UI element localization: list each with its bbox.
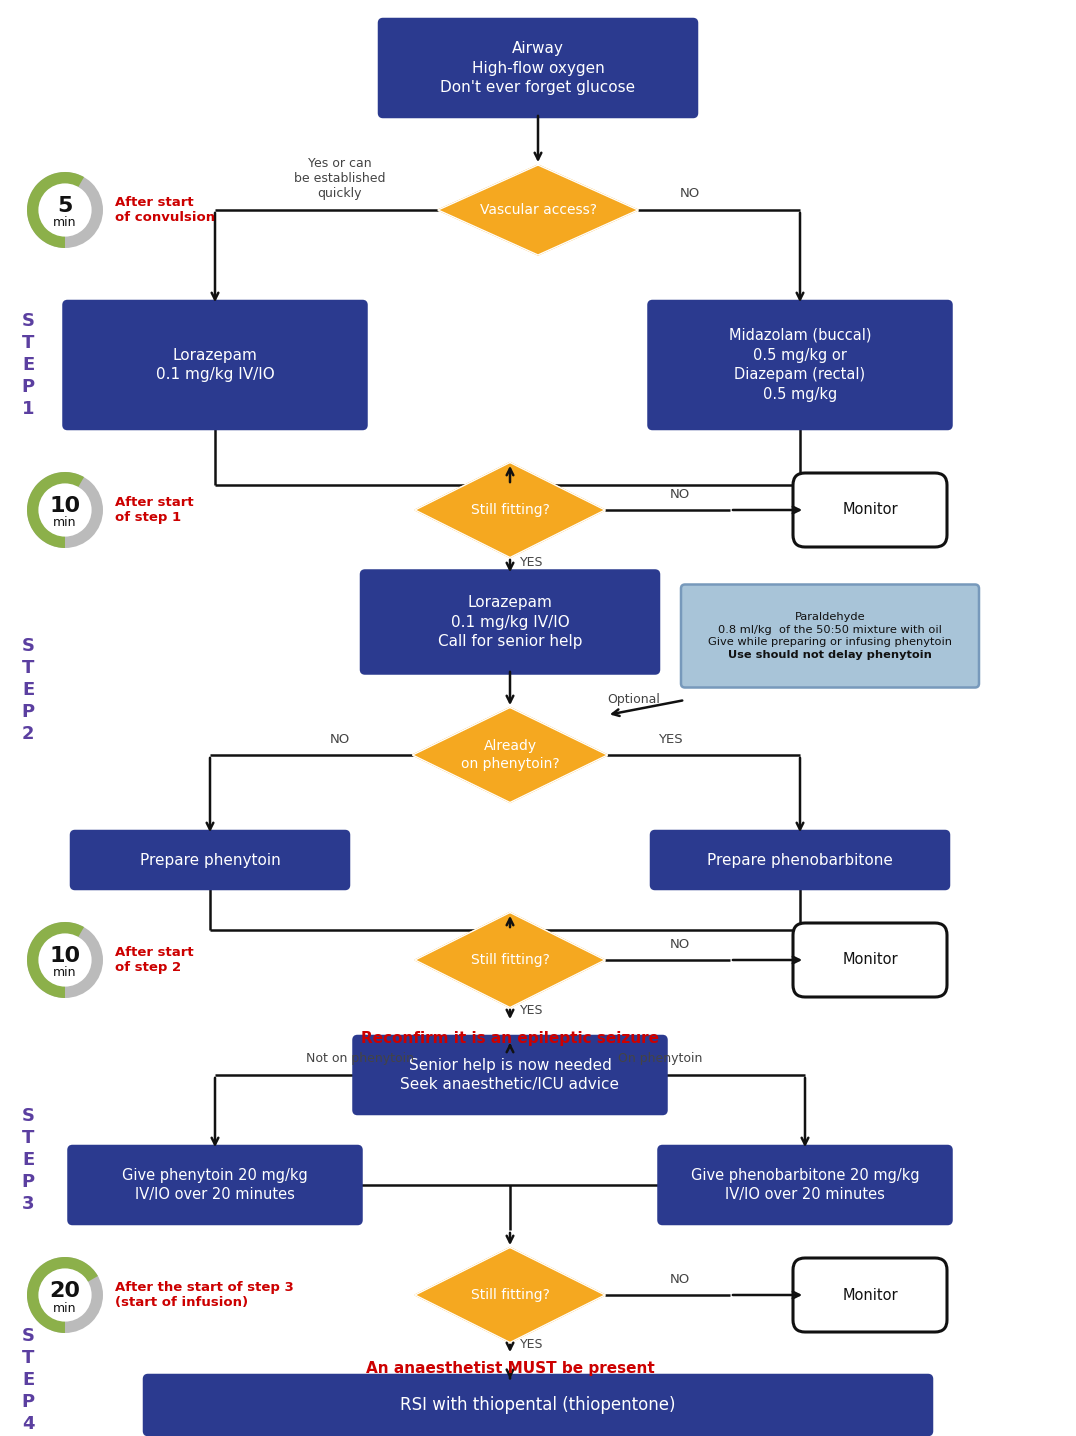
Text: YES: YES [520, 1338, 543, 1351]
Wedge shape [27, 172, 84, 248]
Text: NO: NO [330, 732, 350, 745]
Text: Still fitting?: Still fitting? [470, 1288, 550, 1302]
Text: 10: 10 [49, 946, 81, 966]
Text: After start
of convulsion: After start of convulsion [115, 195, 215, 224]
Text: YES: YES [520, 1004, 543, 1017]
Text: S
T
E
P
2: S T E P 2 [22, 636, 34, 744]
FancyBboxPatch shape [63, 302, 367, 429]
Text: Give phenytoin 20 mg/kg
IV/IO over 20 minutes: Give phenytoin 20 mg/kg IV/IO over 20 mi… [122, 1167, 308, 1202]
Text: Airway
High-flow oxygen
Don't ever forget glucose: Airway High-flow oxygen Don't ever forge… [440, 40, 636, 95]
Text: After the start of step 3
(start of infusion): After the start of step 3 (start of infu… [115, 1281, 294, 1310]
Circle shape [27, 1256, 103, 1333]
FancyBboxPatch shape [649, 302, 951, 429]
FancyBboxPatch shape [793, 472, 947, 547]
Text: Reconfirm it is an epileptic seizure: Reconfirm it is an epileptic seizure [362, 1031, 659, 1045]
Text: Still fitting?: Still fitting? [470, 503, 550, 517]
FancyBboxPatch shape [793, 1258, 947, 1333]
Text: After start
of step 2: After start of step 2 [115, 946, 194, 974]
FancyBboxPatch shape [144, 1376, 932, 1435]
Wedge shape [27, 922, 84, 998]
Text: YES: YES [520, 556, 543, 569]
Text: Still fitting?: Still fitting? [470, 954, 550, 966]
Text: NO: NO [680, 187, 700, 200]
Text: Optional: Optional [607, 694, 660, 707]
Text: min: min [53, 217, 76, 230]
Text: Vascular access?: Vascular access? [480, 202, 596, 217]
Text: NO: NO [670, 1272, 690, 1287]
Text: min: min [53, 517, 76, 530]
Polygon shape [412, 708, 608, 803]
Polygon shape [415, 462, 605, 557]
Text: After start
of step 1: After start of step 1 [115, 495, 194, 524]
Text: Yes or can
be established
quickly: Yes or can be established quickly [294, 157, 386, 200]
Text: Give phenobarbitone 20 mg/kg
IV/IO over 20 minutes: Give phenobarbitone 20 mg/kg IV/IO over … [691, 1167, 919, 1202]
Text: Monitor: Monitor [843, 503, 897, 517]
Wedge shape [27, 472, 84, 549]
FancyBboxPatch shape [659, 1146, 951, 1223]
Circle shape [27, 472, 103, 549]
Polygon shape [438, 165, 638, 256]
Text: 10: 10 [49, 495, 81, 516]
Text: NO: NO [670, 938, 690, 951]
Circle shape [27, 922, 103, 998]
Text: YES: YES [657, 732, 682, 745]
Text: Monitor: Monitor [843, 952, 897, 968]
Text: Prepare phenytoin: Prepare phenytoin [140, 853, 281, 867]
Text: S
T
E
P
1: S T E P 1 [22, 312, 34, 418]
Polygon shape [415, 912, 605, 1008]
FancyBboxPatch shape [651, 831, 949, 889]
Text: Lorazepam
0.1 mg/kg IV/IO: Lorazepam 0.1 mg/kg IV/IO [156, 348, 274, 382]
Text: Midazolam (buccal)
0.5 mg/kg or
Diazepam (rectal)
0.5 mg/kg: Midazolam (buccal) 0.5 mg/kg or Diazepam… [728, 327, 872, 402]
Text: Use should not delay phenytoin: Use should not delay phenytoin [728, 651, 932, 661]
Wedge shape [27, 1256, 98, 1333]
Text: min: min [53, 966, 76, 979]
FancyBboxPatch shape [362, 570, 659, 673]
Text: On phenytoin: On phenytoin [618, 1053, 703, 1066]
Text: Lorazepam
0.1 mg/kg IV/IO
Call for senior help: Lorazepam 0.1 mg/kg IV/IO Call for senio… [438, 595, 582, 649]
Text: Prepare phenobarbitone: Prepare phenobarbitone [707, 853, 893, 867]
Text: 5: 5 [57, 195, 73, 215]
FancyBboxPatch shape [793, 923, 947, 997]
Text: NO: NO [670, 488, 690, 501]
Text: 0.8 ml/kg  of the 50:50 mixture with oil: 0.8 ml/kg of the 50:50 mixture with oil [718, 625, 942, 635]
Text: Give while preparing or infusing phenytoin: Give while preparing or infusing phenyto… [708, 638, 952, 648]
Text: RSI with thiopental (thiopentone): RSI with thiopental (thiopentone) [400, 1396, 676, 1414]
Text: S
T
E
P
4: S T E P 4 [22, 1327, 34, 1433]
Circle shape [39, 484, 91, 537]
Text: Paraldehyde: Paraldehyde [795, 612, 865, 622]
Text: Already
on phenytoin?: Already on phenytoin? [461, 738, 560, 771]
Circle shape [27, 172, 103, 248]
Text: An anaesthetist MUST be present: An anaesthetist MUST be present [366, 1360, 654, 1376]
FancyBboxPatch shape [681, 584, 979, 688]
Circle shape [39, 184, 91, 237]
Text: S
T
E
P
3: S T E P 3 [22, 1107, 34, 1213]
Text: min: min [53, 1301, 76, 1314]
FancyBboxPatch shape [69, 1146, 362, 1223]
Text: Not on phenytoin: Not on phenytoin [306, 1053, 414, 1066]
Text: 20: 20 [49, 1281, 81, 1301]
Circle shape [39, 1268, 91, 1321]
FancyBboxPatch shape [379, 19, 697, 116]
FancyBboxPatch shape [354, 1035, 666, 1114]
Polygon shape [415, 1248, 605, 1343]
Circle shape [39, 933, 91, 987]
Text: Monitor: Monitor [843, 1288, 897, 1302]
FancyBboxPatch shape [71, 831, 349, 889]
Text: Senior help is now needed
Seek anaesthetic/ICU advice: Senior help is now needed Seek anaesthet… [400, 1057, 620, 1093]
